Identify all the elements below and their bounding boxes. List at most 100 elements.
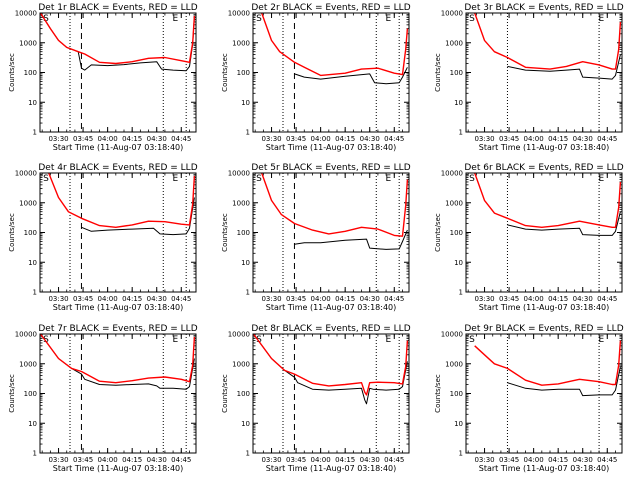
panel-title: Det 4r BLACK = Events, RED = LLD	[38, 163, 197, 173]
plot-frame	[465, 12, 623, 133]
y-tick-label: 1000	[445, 199, 463, 207]
y-tick-label: 1	[246, 129, 250, 137]
x-tick-label: 03:45	[286, 135, 306, 143]
x-tick-label: 03:30	[261, 135, 281, 143]
panel-det-1: Det 1r BLACK = Events, RED = LLD 1 10 100 10…	[8, 3, 198, 152]
x-tick-label: 04:45	[597, 295, 617, 303]
y-tick-label: 1000	[232, 39, 250, 47]
y-tick-label: 1000	[445, 39, 463, 47]
x-tick-label: 04:30	[360, 295, 380, 303]
y-tick-label: 10000	[228, 170, 250, 178]
y-tick-label: 1000	[19, 360, 37, 368]
panel-title: Det 3r BLACK = Events, RED = LLD	[464, 3, 623, 13]
series-lld-line	[261, 172, 409, 237]
y-axis-label: Counts/sec	[434, 53, 442, 92]
y-axis-label: Counts/sec	[434, 374, 442, 413]
y-tick-label: 100	[450, 69, 463, 77]
panel-title: Det 8r BLACK = Events, RED = LLD	[251, 324, 410, 334]
marker-s: S	[256, 335, 262, 345]
x-tick-label: 03:30	[48, 456, 68, 464]
y-tick-label: 10000	[441, 10, 463, 18]
x-tick-label: 03:30	[261, 456, 281, 464]
panel-title: Det 7r BLACK = Events, RED = LLD	[38, 324, 197, 334]
x-tick-label: 03:30	[474, 135, 494, 143]
y-tick-label: 100	[24, 390, 37, 398]
x-tick-label: 03:45	[499, 295, 519, 303]
plot-frame	[252, 12, 410, 133]
marker-s: S	[43, 335, 49, 345]
y-axis-label: Counts/sec	[8, 374, 16, 413]
x-tick-label: 04:45	[171, 295, 191, 303]
panel-det-8: Det 8r BLACK = Events, RED = LLD 1 10 100 10…	[221, 324, 411, 473]
y-tick-label: 1	[33, 129, 37, 137]
x-tick-label: 04:00	[98, 135, 118, 143]
y-tick-label: 10000	[15, 170, 37, 178]
x-tick-label: 04:00	[98, 456, 118, 464]
x-axis-label: Start Time (11-Aug-07 03:18:40)	[53, 464, 184, 473]
y-tick-label: 100	[450, 390, 463, 398]
panel-title: Det 1r BLACK = Events, RED = LLD	[38, 3, 197, 13]
y-tick-label: 1000	[19, 39, 37, 47]
x-tick-label: 04:00	[524, 456, 544, 464]
series-events-line	[40, 333, 195, 390]
y-tick-label: 1	[246, 450, 250, 458]
marker-e: E	[385, 174, 391, 184]
x-tick-label: 04:15	[335, 135, 355, 143]
y-tick-label: 10000	[228, 331, 250, 339]
y-tick-label: 10	[241, 99, 250, 107]
x-tick-label: 04:45	[384, 295, 404, 303]
x-tick-label: 03:45	[286, 295, 306, 303]
x-axis-label: Start Time (11-Aug-07 03:18:40)	[266, 464, 397, 473]
series-events-line	[507, 211, 621, 236]
y-tick-label: 1000	[445, 360, 463, 368]
marker-e: E	[172, 14, 178, 24]
series-lld-line	[474, 172, 622, 229]
series-lld-line	[48, 172, 196, 229]
y-tick-label: 1	[33, 450, 37, 458]
marker-e: E	[172, 174, 178, 184]
y-tick-label: 10	[28, 259, 37, 267]
y-axis-label: Counts/sec	[8, 213, 16, 252]
plot-frame	[252, 333, 410, 454]
x-tick-label: 04:30	[360, 135, 380, 143]
marker-s: S	[469, 335, 475, 345]
marker-e: E	[598, 335, 604, 345]
x-tick-label: 03:45	[286, 456, 306, 464]
y-tick-label: 10	[454, 99, 463, 107]
x-tick-label: 03:30	[474, 295, 494, 303]
marker-e: E	[598, 14, 604, 24]
x-tick-label: 03:45	[73, 456, 93, 464]
x-tick-label: 04:30	[147, 295, 167, 303]
x-tick-label: 04:15	[122, 456, 142, 464]
y-axis-label: Counts/sec	[434, 213, 442, 252]
x-tick-label: 04:45	[384, 135, 404, 143]
y-tick-label: 1000	[232, 360, 250, 368]
y-tick-label: 100	[24, 229, 37, 237]
panel-det-6: Det 6r BLACK = Events, RED = LLD 1 10 100 10…	[434, 163, 624, 312]
x-tick-label: 04:45	[171, 135, 191, 143]
x-tick-label: 03:45	[73, 295, 93, 303]
y-tick-label: 10	[454, 259, 463, 267]
panel-det-2: Det 2r BLACK = Events, RED = LLD 1 10 100 10…	[221, 3, 411, 152]
plot-frame	[39, 12, 197, 133]
x-axis-label: Start Time (11-Aug-07 03:18:40)	[266, 303, 397, 312]
panel-det-9: Det 9r BLACK = Events, RED = LLD 1 10 100 10…	[434, 324, 624, 473]
x-tick-label: 03:45	[499, 456, 519, 464]
y-axis-label: Counts/sec	[221, 213, 229, 252]
y-tick-label: 10	[28, 420, 37, 428]
y-tick-label: 100	[24, 69, 37, 77]
series-events-line	[40, 12, 195, 72]
y-axis-label: Counts/sec	[8, 53, 16, 92]
panel-det-5: Det 5r BLACK = Events, RED = LLD 1 10 100 10…	[221, 163, 411, 312]
y-tick-label: 10	[241, 420, 250, 428]
x-tick-label: 04:15	[548, 456, 568, 464]
plot-frame	[39, 172, 197, 293]
series-events-line	[507, 54, 621, 80]
x-tick-label: 03:45	[499, 135, 519, 143]
x-tick-label: 04:15	[548, 295, 568, 303]
x-axis-label: Start Time (11-Aug-07 03:18:40)	[479, 143, 610, 152]
y-tick-label: 1000	[232, 199, 250, 207]
x-tick-label: 03:30	[474, 456, 494, 464]
y-tick-label: 10000	[228, 10, 250, 18]
x-tick-label: 04:45	[384, 456, 404, 464]
